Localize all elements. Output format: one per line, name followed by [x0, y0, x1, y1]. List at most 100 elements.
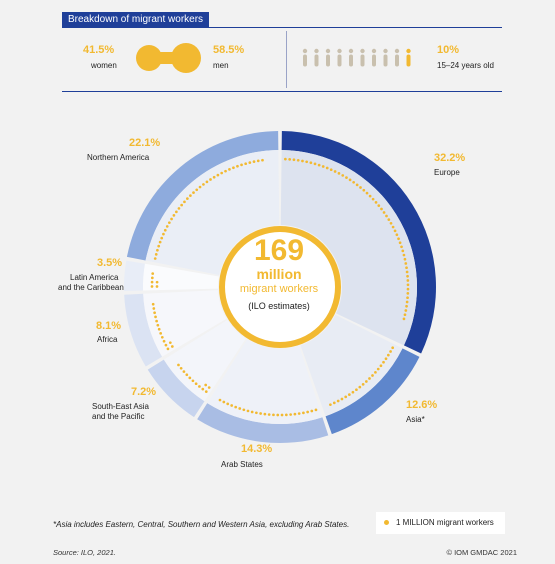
person-icon	[314, 48, 319, 67]
dot-marker	[166, 347, 170, 351]
slice-asia-inner	[300, 314, 403, 417]
dot-marker	[288, 158, 292, 161]
dot-marker	[351, 390, 355, 394]
slice-northern-america-inner	[145, 150, 280, 276]
slice-africa-outer	[124, 293, 163, 367]
slice-latin-america-and-the-caribbean-inner	[143, 263, 219, 291]
dot-marker	[400, 245, 403, 249]
dot-marker	[391, 225, 395, 229]
person-icon	[383, 48, 388, 67]
dot-marker	[160, 335, 164, 339]
dot-marker	[368, 194, 372, 198]
dot-marker	[224, 169, 227, 173]
slice-latin-america-and-the-caribbean-outer	[124, 260, 145, 292]
dot-marker	[151, 302, 155, 306]
dot-marker	[405, 270, 409, 274]
center-subtitle: migrant workers	[239, 283, 319, 295]
dot-marker	[289, 413, 292, 416]
dot-marker	[175, 210, 178, 214]
dot-marker	[344, 395, 348, 399]
dot-marker	[255, 411, 258, 415]
dot-marker	[340, 397, 344, 401]
dot-marker	[297, 412, 301, 415]
dot-marker	[198, 185, 202, 189]
dot-marker	[284, 157, 287, 161]
dot-marker	[352, 180, 355, 184]
dot-marker	[336, 399, 340, 403]
dot-marker	[313, 162, 317, 166]
dot-marker	[301, 159, 304, 163]
dot-marker	[177, 363, 180, 367]
men-percent: 58.5%	[213, 44, 245, 56]
dot-marker	[306, 410, 309, 414]
person-icon	[394, 48, 400, 67]
dot-marker	[159, 331, 163, 335]
youth-percent: 10%	[437, 44, 460, 56]
label-sea-name-line2: and the Pacific	[92, 412, 145, 421]
dot-marker	[405, 266, 408, 270]
dot-marker	[347, 393, 351, 396]
dot-marker	[386, 353, 390, 357]
dot-marker	[150, 280, 154, 284]
dot-marker	[234, 405, 238, 409]
dot-marker	[276, 413, 280, 417]
dot-marker	[398, 241, 402, 245]
dot-marker	[263, 412, 267, 416]
dot-marker	[153, 257, 157, 260]
dot-marker	[362, 188, 366, 192]
dot-marker	[156, 248, 159, 252]
dot-marker	[292, 158, 296, 162]
dot-marker	[226, 402, 230, 406]
dot-marker	[359, 186, 362, 189]
dots-africa	[151, 302, 174, 351]
legend: 1 MILLION migrant workers	[376, 512, 505, 534]
dot-marker	[374, 370, 377, 374]
dot-marker	[402, 253, 406, 257]
dot-marker	[151, 272, 155, 275]
dots-europe	[284, 157, 410, 321]
dot-marker	[155, 280, 159, 284]
dot-marker	[380, 207, 383, 211]
label-europe-value: 32.2%	[434, 152, 466, 164]
dot-marker	[310, 409, 314, 413]
dot-marker	[205, 180, 209, 184]
dot-marker	[204, 383, 208, 387]
dot-marker	[406, 292, 410, 295]
dot-marker	[163, 228, 167, 232]
slice-south-east-asia-and-the-pacific-inner	[163, 319, 246, 402]
dot-marker	[177, 207, 181, 210]
dot-marker	[252, 160, 256, 164]
dot-marker	[401, 249, 405, 253]
label-asia-value: 12.6%	[406, 399, 438, 411]
dot-marker	[162, 232, 165, 236]
dot-marker	[368, 377, 371, 380]
dot-marker	[405, 304, 408, 308]
dots-south-east-asia-and-the-pacific	[177, 363, 211, 393]
section-title: Breakdown of migrant workers	[62, 12, 210, 27]
dot-marker	[267, 413, 271, 416]
dot-marker	[152, 307, 156, 310]
label-europe-name: Europe	[434, 168, 460, 177]
dot-marker	[405, 300, 409, 304]
dot-marker	[259, 412, 262, 415]
dot-marker	[355, 183, 359, 187]
dot-marker	[244, 162, 248, 166]
person-icon	[302, 48, 308, 67]
dot-marker	[168, 341, 172, 345]
center-disc	[220, 227, 340, 347]
youth-label: 15–24 years old	[437, 61, 494, 70]
dot-marker	[377, 204, 381, 207]
dot-marker	[212, 175, 216, 179]
dot-marker	[201, 387, 205, 391]
dot-marker	[162, 339, 166, 343]
dot-marker	[402, 317, 406, 321]
dot-marker	[164, 343, 168, 347]
dot-marker	[355, 388, 358, 392]
dot-marker	[393, 229, 397, 233]
dots-northern-america	[153, 158, 264, 260]
dot-marker	[389, 221, 393, 225]
dot-marker	[170, 345, 174, 348]
dot-marker	[248, 161, 252, 164]
dots-latin-america-and-the-caribbean	[150, 272, 159, 288]
dot-marker	[160, 236, 164, 240]
